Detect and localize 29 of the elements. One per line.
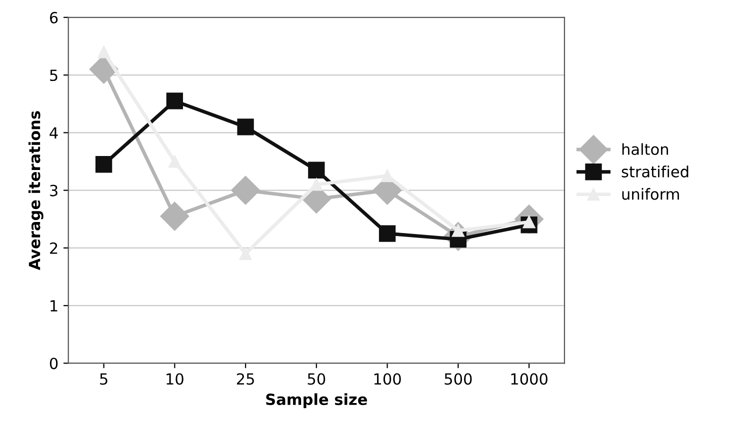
point [378, 225, 396, 242]
x-tick-label: 50 [308, 373, 326, 385]
y-tick-label: 3 [50, 184, 58, 196]
point [381, 170, 394, 182]
y-tick-label: 2 [50, 242, 58, 254]
legend-label: halton [622, 143, 668, 156]
legend-label: stratified [622, 166, 688, 178]
legend-label: uniform [622, 188, 679, 200]
x-tick-label: 10 [166, 373, 184, 385]
y-axis-title: Average iterations [28, 111, 44, 270]
y-tick-label: 0 [50, 358, 58, 370]
point [95, 156, 112, 173]
point [231, 176, 260, 205]
point [160, 202, 190, 231]
y-tick-label: 6 [50, 12, 58, 24]
point [237, 118, 254, 136]
x-tick-label: 100 [374, 373, 401, 385]
y-tick-label: 5 [50, 70, 58, 82]
x-tick-label: 25 [236, 373, 254, 385]
x-axis-title: Sample size [266, 393, 368, 408]
y-tick-label: 1 [50, 300, 58, 312]
point [239, 247, 252, 260]
point [98, 46, 110, 58]
x-tick-label: 5 [100, 373, 108, 385]
y-tick-label: 4 [50, 127, 58, 138]
x-tick-label: 500 [444, 373, 472, 385]
point [308, 162, 325, 178]
point [166, 92, 183, 110]
x-tick-label: 1000 [511, 373, 548, 385]
